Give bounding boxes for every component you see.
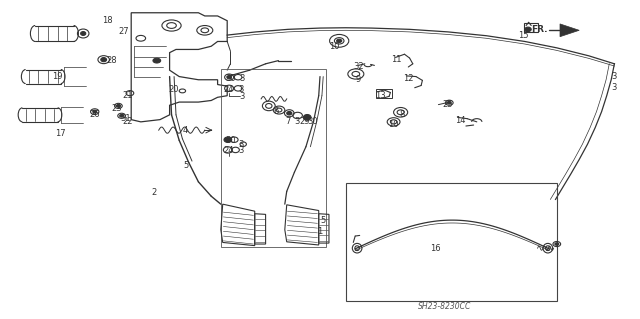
Text: 3: 3 xyxy=(238,140,243,149)
Text: 30: 30 xyxy=(225,74,236,83)
Text: 3: 3 xyxy=(239,92,244,101)
Text: 3: 3 xyxy=(294,117,300,126)
Text: 3: 3 xyxy=(238,85,243,94)
Text: 21: 21 xyxy=(123,91,133,100)
Text: 8: 8 xyxy=(399,110,404,119)
Text: 3: 3 xyxy=(612,72,617,81)
Ellipse shape xyxy=(525,27,531,32)
Ellipse shape xyxy=(81,32,86,35)
Text: 1: 1 xyxy=(317,227,323,236)
Text: 10: 10 xyxy=(388,120,398,129)
Text: 30: 30 xyxy=(225,136,236,145)
Polygon shape xyxy=(560,24,579,37)
Ellipse shape xyxy=(287,112,292,115)
Text: 3: 3 xyxy=(238,146,243,155)
Bar xyxy=(376,89,392,98)
Text: 3: 3 xyxy=(612,83,617,92)
Bar xyxy=(221,69,326,247)
Text: 29: 29 xyxy=(300,117,310,126)
Text: 12: 12 xyxy=(403,74,413,83)
Ellipse shape xyxy=(93,110,97,113)
Ellipse shape xyxy=(120,115,124,117)
Text: 27: 27 xyxy=(118,27,129,36)
Text: 7: 7 xyxy=(285,117,291,126)
Text: 23: 23 xyxy=(111,104,122,113)
Text: 24: 24 xyxy=(224,146,234,155)
Text: 32: 32 xyxy=(353,63,364,71)
Ellipse shape xyxy=(116,105,120,107)
Text: 13: 13 xyxy=(375,91,385,100)
Ellipse shape xyxy=(555,243,559,245)
Ellipse shape xyxy=(447,101,451,104)
Text: SH23-8230CC: SH23-8230CC xyxy=(418,302,472,311)
Text: 5: 5 xyxy=(183,161,188,170)
Bar xyxy=(346,183,557,301)
Text: 22: 22 xyxy=(123,117,133,126)
Text: 30: 30 xyxy=(307,117,317,126)
Text: 19: 19 xyxy=(52,72,63,81)
Text: 2: 2 xyxy=(151,189,156,197)
Text: 14: 14 xyxy=(456,116,466,125)
Ellipse shape xyxy=(335,38,344,44)
Text: 20: 20 xyxy=(169,85,179,94)
Text: 25: 25 xyxy=(443,100,453,109)
Ellipse shape xyxy=(153,58,161,63)
Text: 16: 16 xyxy=(430,244,440,253)
Text: 6: 6 xyxy=(274,107,279,116)
Text: 28: 28 xyxy=(107,56,117,65)
Text: 10: 10 xyxy=(329,42,339,51)
Text: 18: 18 xyxy=(102,16,113,25)
Ellipse shape xyxy=(224,137,232,142)
Text: 4: 4 xyxy=(183,126,188,135)
Text: 5: 5 xyxy=(320,216,325,225)
Text: 17: 17 xyxy=(56,130,66,138)
Text: FR.: FR. xyxy=(531,26,547,34)
Ellipse shape xyxy=(337,39,342,42)
Text: 24: 24 xyxy=(224,85,234,94)
Text: 3: 3 xyxy=(239,74,244,83)
Text: 9: 9 xyxy=(356,75,361,84)
Text: 15: 15 xyxy=(518,31,529,40)
Text: 26: 26 xyxy=(90,110,100,119)
Ellipse shape xyxy=(101,57,106,62)
Ellipse shape xyxy=(227,76,232,79)
Text: 11: 11 xyxy=(392,55,402,63)
Bar xyxy=(524,23,538,32)
Text: 31: 31 xyxy=(121,114,131,122)
Ellipse shape xyxy=(303,115,311,120)
